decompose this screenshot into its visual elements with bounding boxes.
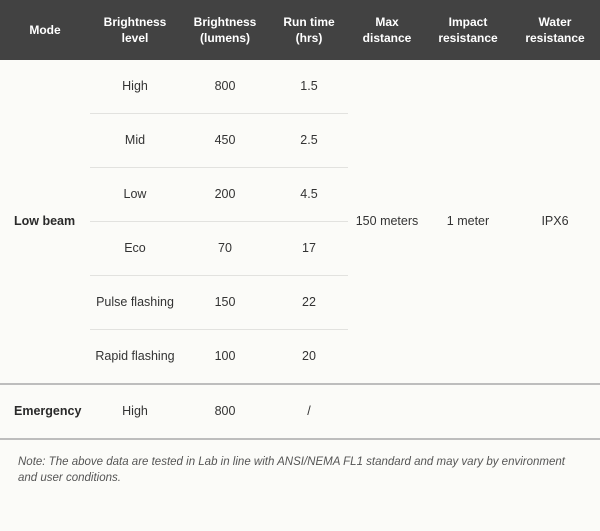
mode-name: Low beam <box>0 60 90 383</box>
note-text: Note: The above data are tested in Lab i… <box>0 439 600 511</box>
spec-body: Low beam High 800 1.5 150 meters 1 meter… <box>0 60 600 510</box>
lumens-value: 450 <box>180 114 270 168</box>
col-blevel: Brightness level <box>90 0 180 60</box>
lumens-value: 70 <box>180 222 270 276</box>
water-resistance <box>510 384 600 439</box>
impact-resistance: 1 meter <box>426 60 510 383</box>
runtime-value: 1.5 <box>270 60 348 113</box>
col-mode: Mode <box>0 0 90 60</box>
lumens-value: 800 <box>180 60 270 113</box>
runtime-value: 4.5 <box>270 168 348 222</box>
impact-resistance <box>426 384 510 439</box>
brightness-level: Low <box>90 168 180 222</box>
runtime-value: 20 <box>270 329 348 383</box>
lumens-value: 150 <box>180 275 270 329</box>
col-lumens: Brightness (lumens) <box>180 0 270 60</box>
runtime-value: / <box>270 384 348 439</box>
brightness-level: Eco <box>90 222 180 276</box>
lumens-value: 800 <box>180 384 270 439</box>
max-distance: 150 meters <box>348 60 426 383</box>
runtime-value: 17 <box>270 222 348 276</box>
col-dist: Max distance <box>348 0 426 60</box>
brightness-level: Pulse flashing <box>90 275 180 329</box>
mode-name: Emergency <box>0 384 90 439</box>
spec-table: Mode Brightness level Brightness (lumens… <box>0 0 600 511</box>
col-water: Water resistance <box>510 0 600 60</box>
table-row: Low beam High 800 1.5 150 meters 1 meter… <box>0 60 600 113</box>
table-row: Emergency High 800 / <box>0 384 600 439</box>
runtime-value: 2.5 <box>270 114 348 168</box>
brightness-level: High <box>90 60 180 113</box>
header-row: Mode Brightness level Brightness (lumens… <box>0 0 600 60</box>
brightness-level: Mid <box>90 114 180 168</box>
brightness-level: High <box>90 384 180 439</box>
lumens-value: 100 <box>180 329 270 383</box>
lumens-value: 200 <box>180 168 270 222</box>
col-impact: Impact resistance <box>426 0 510 60</box>
note-row: Note: The above data are tested in Lab i… <box>0 439 600 511</box>
brightness-level: Rapid flashing <box>90 329 180 383</box>
max-distance <box>348 384 426 439</box>
col-runtime: Run time (hrs) <box>270 0 348 60</box>
water-resistance: IPX6 <box>510 60 600 383</box>
runtime-value: 22 <box>270 275 348 329</box>
